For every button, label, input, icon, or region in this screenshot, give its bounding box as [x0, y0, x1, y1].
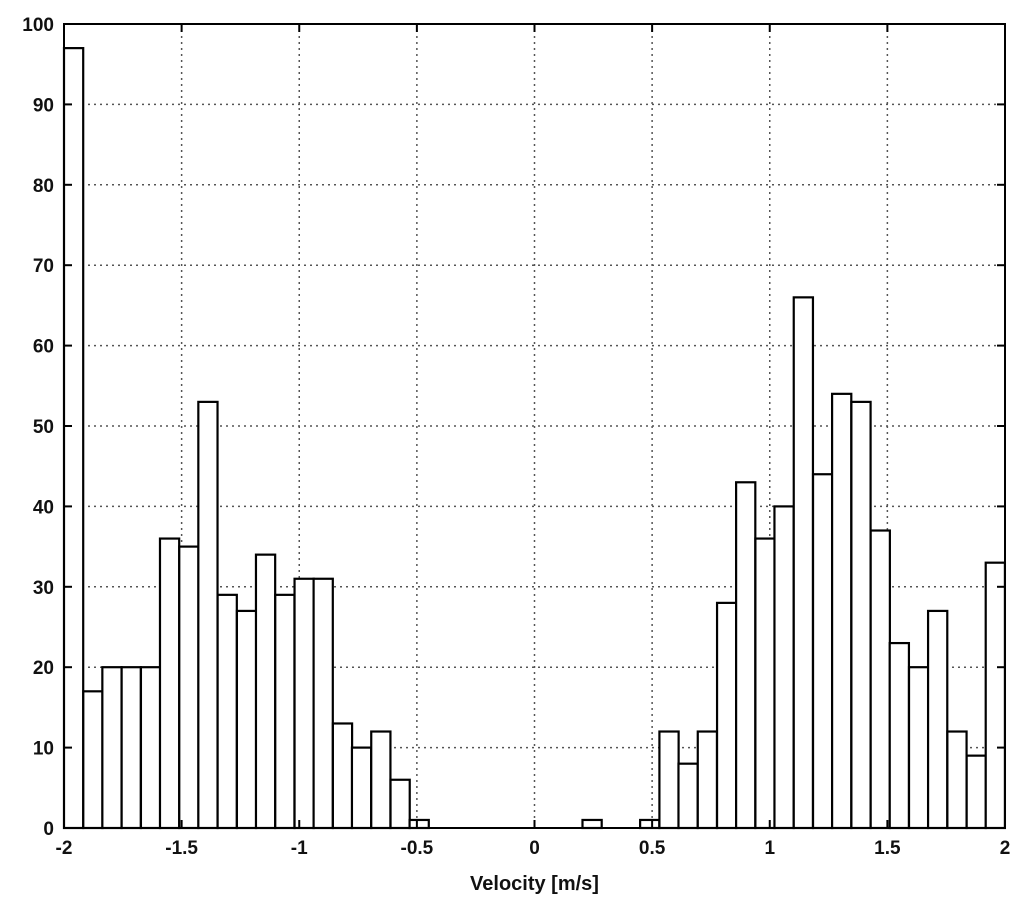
x-tick-label: 0.5 — [639, 838, 666, 859]
histogram-bar — [158, 537, 181, 830]
histogram-bar — [773, 505, 795, 830]
histogram-bar — [696, 730, 719, 830]
x-tick-label: -1.5 — [165, 838, 198, 859]
histogram-bar — [350, 746, 373, 830]
histogram-bar — [907, 666, 930, 830]
x-tick-label: 1 — [764, 838, 775, 859]
histogram-bar — [293, 577, 315, 830]
histogram-bar — [235, 609, 258, 830]
histogram-bar — [331, 722, 354, 830]
histogram-bar — [408, 818, 430, 830]
histogram-bar — [888, 641, 911, 830]
histogram-bar — [216, 593, 238, 830]
histogram-bar — [139, 666, 162, 830]
histogram-bar — [312, 577, 334, 830]
x-tick-label: -2 — [56, 838, 73, 859]
histogram-bar — [792, 296, 815, 830]
histogram-bar — [869, 529, 891, 830]
histogram-bar — [850, 400, 872, 830]
histogram-bar — [120, 666, 142, 830]
histogram-bar — [735, 481, 757, 830]
y-tick-label: 20 — [33, 658, 54, 679]
y-tick-label: 40 — [33, 497, 54, 518]
y-axis-ticks: 0 10 20 30 40 50 60 70 80 90 100 — [22, 15, 1005, 840]
histogram-bar — [946, 730, 968, 830]
histogram-bar — [639, 818, 661, 830]
histogram-bar — [715, 601, 738, 830]
y-tick-label: 30 — [33, 578, 54, 599]
x-tick-label: 1.5 — [874, 838, 901, 859]
histogram-bar — [370, 730, 392, 830]
y-tick-label: 100 — [22, 15, 54, 36]
histogram-bar — [178, 545, 200, 830]
histogram-bar — [754, 537, 776, 830]
histogram-bar — [984, 561, 1007, 830]
histogram-bar — [581, 818, 603, 830]
histogram-bar — [965, 754, 987, 830]
y-tick-label: 70 — [33, 256, 54, 277]
histogram-bar — [62, 47, 85, 830]
x-axis-ticks: -2 -1.5 -1 -0.5 0 0.5 1 1.5 2 — [56, 24, 1011, 859]
y-tick-label: 60 — [33, 337, 54, 358]
y-tick-label: 10 — [33, 739, 54, 760]
histogram-bar — [830, 392, 853, 830]
histogram-bar — [197, 400, 219, 830]
histogram-bar — [389, 778, 411, 830]
histogram-bar — [101, 666, 123, 830]
histogram-bar — [274, 593, 296, 830]
histogram-bar — [811, 473, 834, 830]
y-tick-label: 50 — [33, 417, 54, 438]
y-tick-label: 90 — [33, 95, 54, 116]
histogram-bar — [658, 730, 680, 830]
x-tick-label: 0 — [529, 838, 540, 859]
x-tick-label: -0.5 — [401, 838, 434, 859]
y-tick-label: 0 — [43, 819, 54, 840]
histogram-bar — [254, 553, 277, 830]
histogram-bar — [82, 690, 104, 830]
histogram-bar — [677, 762, 699, 830]
y-tick-label: 80 — [33, 176, 54, 197]
x-axis-title: Velocity [m/s] — [470, 873, 599, 895]
x-tick-label: 2 — [1000, 838, 1011, 859]
x-tick-label: -1 — [291, 838, 308, 859]
histogram-bar — [926, 609, 949, 830]
